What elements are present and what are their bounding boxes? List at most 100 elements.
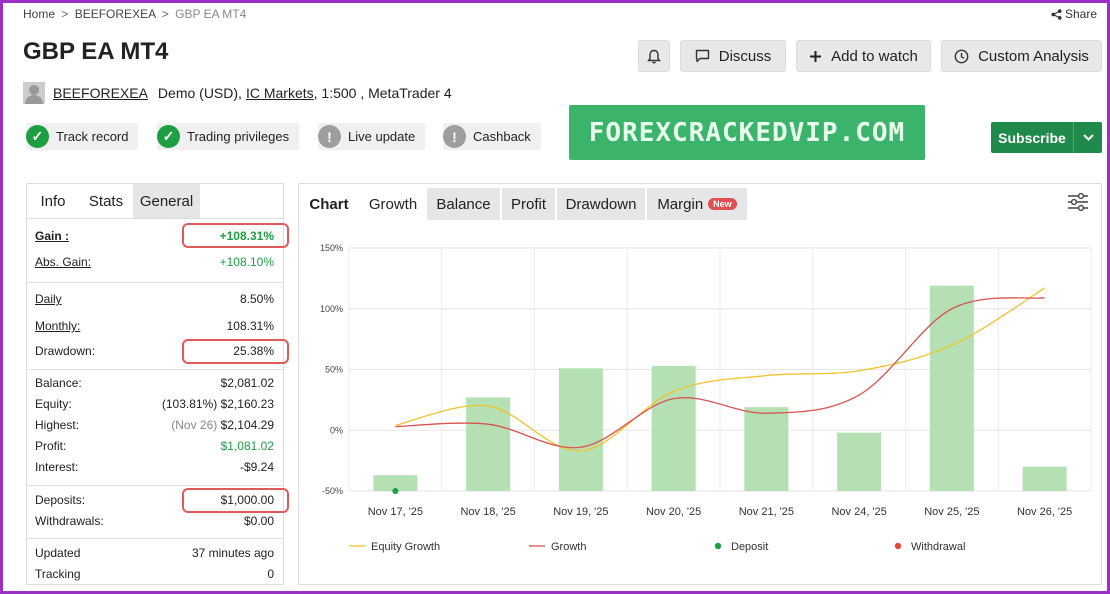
page-title: GBP EA MT4	[23, 38, 169, 65]
custom-analysis-label: Custom Analysis	[978, 47, 1089, 65]
exclamation-icon: !	[318, 125, 341, 148]
stat-note: (103.81%)	[161, 397, 218, 411]
breadcrumb-current: GBP EA MT4	[175, 7, 247, 21]
stat-value: 25.38%	[233, 344, 274, 358]
stat-value: $2,081.02	[220, 376, 274, 390]
account-type: Demo (USD),	[157, 85, 242, 101]
equity-growth-line	[395, 287, 1045, 452]
badge-label: Track record	[56, 129, 129, 144]
notify-button[interactable]	[638, 40, 670, 72]
chart-tabs: Chart Growth Balance Profit Drawdown Mar…	[299, 188, 749, 220]
breadcrumb-home-link[interactable]: Home	[23, 7, 56, 21]
badge-live-update[interactable]: ! Live update	[318, 123, 426, 150]
x-tick-label: Nov 19, '25	[553, 506, 608, 518]
x-tick-label: Nov 18, '25	[460, 506, 515, 518]
legend-label: Withdrawal	[911, 541, 965, 553]
stat-value: +108.31%	[219, 229, 274, 243]
y-tick-label: -50%	[322, 486, 343, 496]
custom-analysis-button[interactable]: Custom Analysis	[941, 40, 1102, 72]
stat-value: +108.10%	[219, 255, 274, 269]
stat-value: $1,000.00	[220, 493, 274, 507]
discuss-label: Discuss	[718, 47, 772, 65]
stat-label: Profit:	[35, 439, 67, 453]
stat-label: Withdrawals:	[35, 514, 104, 528]
sliders-icon	[1068, 192, 1088, 212]
tab-info[interactable]: Info	[27, 184, 79, 218]
clock-icon	[954, 49, 969, 63]
growth-bar	[466, 397, 511, 491]
legend-label: Deposit	[731, 541, 768, 553]
stat-drawdown: Drawdown: 25.38%	[35, 344, 274, 358]
growth-bar	[1022, 466, 1067, 491]
growth-bar	[837, 432, 882, 491]
stat-value: -$9.24	[239, 460, 274, 474]
stat-label: Deposits:	[35, 493, 86, 507]
tab-growth[interactable]: Growth	[368, 195, 418, 213]
stat-label[interactable]: Daily	[35, 292, 62, 306]
account-info: BEEFOREXEA Demo (USD), IC Markets , 1:50…	[23, 82, 452, 104]
stat-balance: Balance: $2,081.02	[35, 376, 274, 390]
owner-link[interactable]: BEEFOREXEA	[53, 85, 148, 101]
stat-note: (Nov 26)	[171, 418, 218, 432]
tab-drawdown[interactable]: Drawdown	[557, 188, 647, 220]
badge-track-record[interactable]: ✓ Track record	[26, 123, 139, 150]
stat-label[interactable]: Abs. Gain:	[35, 255, 92, 269]
tab-margin[interactable]: Margin New	[647, 188, 749, 220]
chart-panel: Chart Growth Balance Profit Drawdown Mar…	[298, 183, 1102, 585]
tab-stats[interactable]: Stats	[79, 184, 133, 218]
tab-chart[interactable]: Chart	[309, 195, 349, 213]
tab-general[interactable]: General	[133, 184, 200, 218]
tab-profit[interactable]: Profit	[502, 188, 557, 220]
legend-marker	[714, 542, 722, 550]
share-icon	[1051, 8, 1062, 20]
stat-value: 8.50%	[239, 292, 274, 306]
stat-profit: Profit: $1,081.02	[35, 439, 274, 453]
watermark-banner: FOREXCRACKEDVIP.COM	[569, 105, 925, 160]
highlight-box	[182, 488, 289, 513]
add-to-watch-button[interactable]: Add to watch	[796, 40, 931, 72]
growth-line	[395, 297, 1045, 449]
stat-value: $0.00	[243, 514, 274, 528]
stat-label: Updated	[35, 546, 81, 560]
x-tick-label: Nov 17, '25	[368, 506, 423, 518]
discuss-button[interactable]: Discuss	[680, 40, 786, 72]
subscribe-button[interactable]: Subscribe	[991, 122, 1102, 153]
stat-label: Tracking	[35, 567, 81, 581]
legend-label: Equity Growth	[371, 541, 440, 553]
badge-cashback[interactable]: ! Cashback	[443, 123, 541, 150]
new-badge: New	[708, 198, 737, 210]
breadcrumb-system-link[interactable]: BEEFOREXEA	[74, 7, 156, 21]
chat-icon	[695, 49, 709, 63]
tab-balance[interactable]: Balance	[427, 188, 502, 220]
share-label: Share	[1064, 7, 1097, 21]
stats-tabs: Info Stats General	[27, 184, 283, 219]
stat-value: 37 minutes ago	[191, 546, 274, 560]
subscribe-label: Subscribe	[998, 129, 1066, 146]
growth-bar	[651, 365, 696, 491]
stat-value: 0	[267, 567, 274, 581]
stat-value: $2,160.23	[220, 397, 274, 411]
stat-monthly: Monthly: 108.31%	[35, 319, 274, 333]
stat-label[interactable]: Gain :	[35, 229, 70, 243]
plus-icon	[810, 50, 822, 62]
subscribe-dropdown[interactable]	[1073, 122, 1102, 153]
stat-label[interactable]: Monthly:	[35, 319, 81, 333]
stat-abs-gain: Abs. Gain: +108.10%	[35, 255, 274, 269]
share-button[interactable]: Share	[1051, 7, 1097, 21]
badge-trading-privileges[interactable]: ✓ Trading privileges	[157, 123, 300, 150]
growth-bar	[744, 407, 789, 491]
highlight-box	[182, 223, 289, 248]
chevron-down-icon	[1082, 134, 1094, 141]
growth-bar	[558, 368, 603, 491]
x-tick-label: Nov 24, '25	[831, 506, 886, 518]
chart-settings-button[interactable]	[1067, 192, 1089, 217]
y-tick-label: 0%	[330, 425, 343, 435]
add-to-watch-label: Add to watch	[831, 47, 918, 65]
x-tick-label: Nov 25, '25	[924, 506, 979, 518]
avatar[interactable]	[23, 82, 45, 104]
growth-bar	[373, 475, 418, 491]
breadcrumb: Home > BEEFOREXEA > GBP EA MT4	[23, 7, 246, 21]
broker-link[interactable]: IC Markets	[245, 85, 314, 101]
stat-value: $2,104.29	[220, 418, 274, 432]
stat-label: Drawdown:	[35, 344, 96, 358]
